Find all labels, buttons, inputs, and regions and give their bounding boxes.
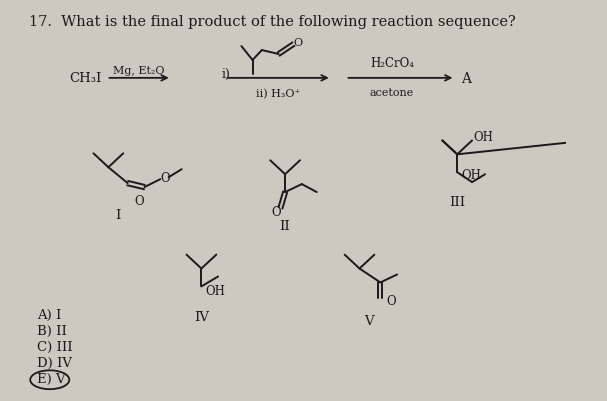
Text: V: V: [364, 314, 374, 327]
Text: Mg, Et₂O: Mg, Et₂O: [114, 66, 165, 76]
Text: O: O: [271, 206, 280, 219]
Text: O: O: [386, 294, 396, 307]
Text: I: I: [115, 209, 120, 222]
Text: II: II: [280, 220, 291, 233]
Text: E) V: E) V: [37, 372, 66, 385]
Text: 17.  What is the final product of the following reaction sequence?: 17. What is the final product of the fol…: [29, 15, 516, 29]
Text: A) I: A) I: [37, 308, 61, 322]
Text: CH₃I: CH₃I: [69, 72, 101, 85]
Text: A: A: [461, 72, 472, 86]
Text: OH: OH: [205, 284, 225, 297]
Text: O: O: [294, 38, 303, 48]
Text: O: O: [134, 195, 144, 208]
Text: H₂CrO₄: H₂CrO₄: [370, 57, 414, 70]
Text: D) IV: D) IV: [37, 356, 72, 369]
Text: B) II: B) II: [37, 324, 67, 337]
Text: OH: OH: [461, 168, 481, 181]
Text: III: III: [449, 196, 465, 209]
Text: OH: OH: [473, 131, 493, 144]
Text: O: O: [160, 171, 170, 184]
Text: i): i): [222, 68, 231, 81]
Text: IV: IV: [194, 310, 209, 323]
Text: C) III: C) III: [37, 340, 72, 353]
Text: acetone: acetone: [370, 87, 414, 97]
Text: ii) H₃O⁺: ii) H₃O⁺: [256, 89, 300, 99]
